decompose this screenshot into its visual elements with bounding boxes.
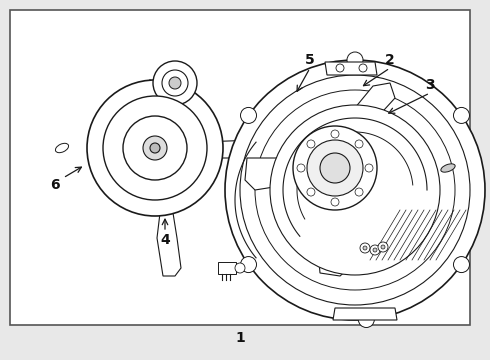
- Circle shape: [453, 107, 469, 123]
- Circle shape: [358, 311, 374, 328]
- Circle shape: [240, 75, 470, 305]
- Circle shape: [162, 70, 188, 96]
- Ellipse shape: [55, 143, 69, 153]
- Text: 3: 3: [425, 78, 435, 92]
- Polygon shape: [150, 82, 193, 103]
- Polygon shape: [245, 158, 299, 190]
- Circle shape: [359, 64, 367, 72]
- Text: 1: 1: [235, 331, 245, 345]
- Circle shape: [307, 140, 363, 196]
- Circle shape: [153, 61, 197, 105]
- Polygon shape: [333, 308, 397, 320]
- Circle shape: [87, 80, 223, 216]
- Ellipse shape: [441, 164, 455, 172]
- Text: 2: 2: [385, 53, 395, 67]
- Circle shape: [103, 96, 207, 200]
- Text: 4: 4: [160, 233, 170, 247]
- Circle shape: [365, 164, 373, 172]
- Circle shape: [373, 248, 377, 252]
- Circle shape: [331, 130, 339, 138]
- Circle shape: [360, 243, 370, 253]
- Circle shape: [169, 77, 181, 89]
- Circle shape: [241, 257, 256, 273]
- Polygon shape: [175, 140, 285, 158]
- Circle shape: [336, 64, 344, 72]
- Circle shape: [241, 107, 256, 123]
- Polygon shape: [315, 208, 355, 276]
- Polygon shape: [157, 213, 181, 276]
- Circle shape: [307, 188, 315, 196]
- Bar: [218, 262, 236, 274]
- Circle shape: [453, 257, 469, 273]
- Circle shape: [143, 136, 167, 160]
- Circle shape: [381, 245, 385, 249]
- Circle shape: [255, 90, 455, 290]
- Circle shape: [363, 246, 367, 250]
- Circle shape: [355, 188, 363, 196]
- Polygon shape: [325, 62, 377, 75]
- Circle shape: [331, 198, 339, 206]
- Circle shape: [347, 52, 363, 68]
- Circle shape: [293, 126, 377, 210]
- Circle shape: [270, 105, 440, 275]
- Circle shape: [307, 140, 315, 148]
- Circle shape: [320, 153, 350, 183]
- Text: 5: 5: [305, 53, 315, 67]
- Circle shape: [355, 140, 363, 148]
- Circle shape: [297, 164, 305, 172]
- Circle shape: [378, 242, 388, 252]
- Bar: [10, 10, 470, 325]
- Circle shape: [235, 263, 245, 273]
- Text: 6: 6: [50, 178, 60, 192]
- Circle shape: [123, 116, 187, 180]
- Polygon shape: [373, 153, 430, 193]
- Circle shape: [370, 245, 380, 255]
- Circle shape: [150, 143, 160, 153]
- Circle shape: [225, 60, 485, 320]
- Polygon shape: [345, 83, 395, 133]
